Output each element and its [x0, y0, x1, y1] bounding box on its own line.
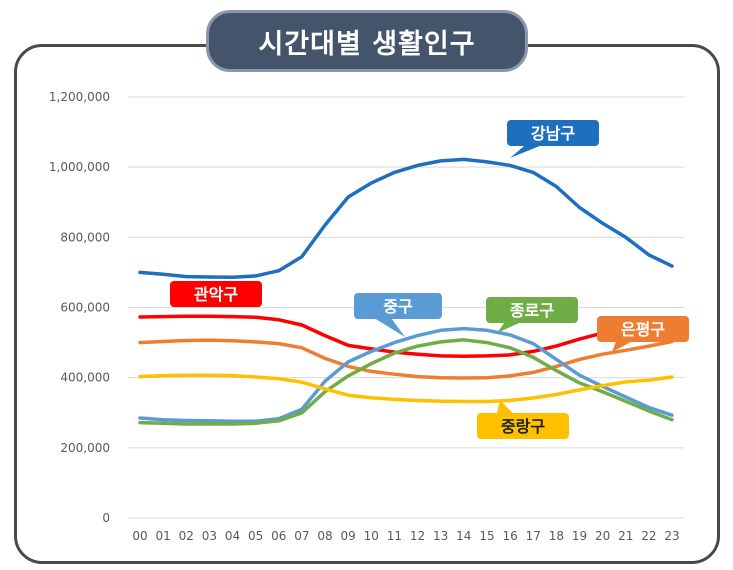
- callout-box: [477, 413, 569, 439]
- series-line: [138, 314, 674, 359]
- x-tick-label: 14: [456, 529, 471, 543]
- y-tick-label: 0: [102, 511, 110, 525]
- callout-box: [354, 293, 442, 319]
- x-tick-label: 18: [549, 529, 564, 543]
- y-tick-label: 1,200,000: [49, 90, 110, 104]
- series-callout: 중랑구: [477, 400, 569, 439]
- x-tick-label: 01: [155, 529, 170, 543]
- x-tick-label: 19: [572, 529, 587, 543]
- y-axis-labels: 0 200,000 400,000 600,000 800,000 1,000,000 1,…: [49, 90, 110, 525]
- legend-label: 관악구: [194, 285, 238, 304]
- y-tick-label: 600,000: [60, 301, 110, 315]
- x-tick-label: 08: [317, 529, 332, 543]
- x-axis-labels: 00 01 02 03 04 05 06 07 08 09 10 11 12 13 14 15 16 17 18 19…: [132, 529, 679, 543]
- x-tick-label: 09: [341, 529, 356, 543]
- callout-box: [486, 297, 578, 323]
- x-tick-label: 03: [202, 529, 217, 543]
- callout-box: [597, 316, 689, 342]
- x-tick-label: 22: [641, 529, 656, 543]
- y-tick-label: 200,000: [60, 441, 110, 455]
- x-tick-label: 13: [433, 529, 448, 543]
- x-tick-label: 11: [387, 529, 402, 543]
- legend-label: 중구: [383, 297, 413, 316]
- y-tick-label: 400,000: [60, 371, 110, 385]
- series-line: [138, 326, 674, 423]
- legend-label: 중랑구: [501, 417, 545, 436]
- gridlines: [128, 96, 684, 519]
- callout-box: [170, 281, 262, 307]
- callout-box: [507, 120, 599, 146]
- legend-label: 은평구: [621, 320, 665, 339]
- x-tick-label: 17: [526, 529, 541, 543]
- series-callout: 종로구: [486, 297, 578, 333]
- series-callout: 은평구: [597, 316, 689, 352]
- series-line: [138, 338, 674, 380]
- series-line: [138, 373, 674, 404]
- callout-tail: [496, 400, 515, 415]
- x-tick-label: 10: [364, 529, 379, 543]
- x-tick-label: 15: [479, 529, 494, 543]
- callout-tail: [497, 321, 524, 333]
- legend-label: 종로구: [510, 301, 554, 320]
- x-tick-label: 12: [410, 529, 425, 543]
- x-tick-label: 07: [294, 529, 309, 543]
- x-tick-label: 06: [271, 529, 286, 543]
- callout-tail: [372, 317, 405, 337]
- x-tick-label: 05: [248, 529, 263, 543]
- x-tick-label: 20: [595, 529, 610, 543]
- x-tick-label: 23: [664, 529, 679, 543]
- callout-tail: [612, 340, 635, 352]
- chart-title: 시간대별 생활인구: [206, 10, 528, 72]
- series-callout: 중구: [354, 293, 442, 337]
- x-tick-label: 21: [618, 529, 633, 543]
- series-lines: [138, 157, 674, 426]
- series-line: [138, 157, 674, 280]
- y-tick-label: 800,000: [60, 230, 110, 244]
- x-tick-label: 04: [225, 529, 240, 543]
- series-callout: 관악구: [170, 281, 262, 307]
- series-callout: 강남구: [507, 120, 599, 158]
- series-line: [138, 338, 674, 426]
- x-tick-label: 16: [502, 529, 517, 543]
- x-tick-label: 00: [132, 529, 147, 543]
- y-tick-label: 1,000,000: [49, 160, 110, 174]
- legend-label: 강남구: [531, 124, 575, 143]
- x-tick-label: 02: [179, 529, 194, 543]
- callout-tail: [510, 144, 545, 158]
